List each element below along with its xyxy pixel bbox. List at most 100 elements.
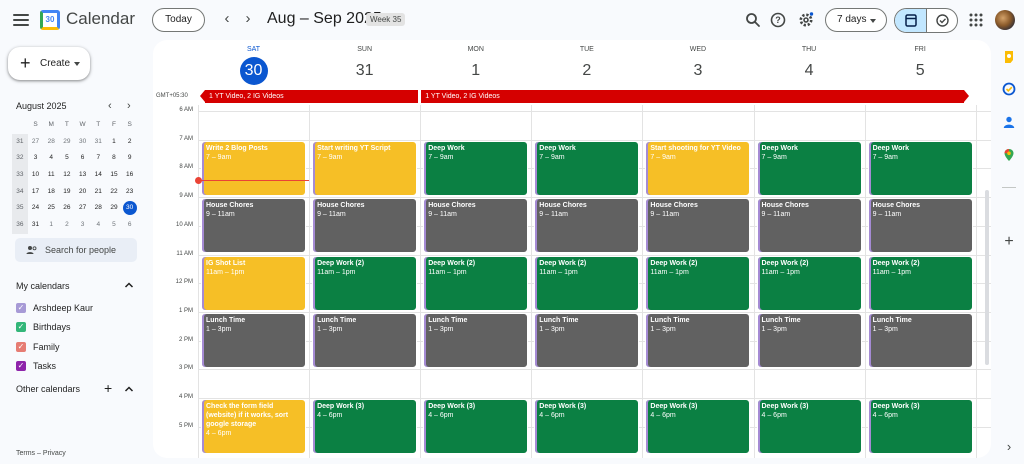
event-block[interactable]: Deep Work 7 – 9am: [534, 140, 640, 197]
calendar-item[interactable]: ✓ Tasks: [16, 360, 56, 372]
event-block[interactable]: Lunch Time 1 – 3pm: [201, 312, 307, 369]
all-day-event[interactable]: 1 YT Video, 2 IG Videos: [421, 90, 969, 103]
event-block[interactable]: Lunch Time 1 – 3pm: [534, 312, 640, 369]
calendar-item[interactable]: ✓ Birthdays: [16, 321, 71, 333]
event-block[interactable]: Lunch Time 1 – 3pm: [756, 312, 862, 369]
mini-calendar-day[interactable]: 25: [43, 200, 59, 217]
event-block[interactable]: House Chores 9 – 11am: [201, 198, 307, 254]
view-selector[interactable]: 7 days: [825, 8, 887, 32]
event-block[interactable]: Check the form field (website) if it wor…: [201, 399, 307, 455]
week-number[interactable]: 35: [12, 200, 28, 218]
event-block[interactable]: Deep Work (3) 4 – 6pm: [756, 399, 862, 455]
mini-calendar-day[interactable]: 14: [90, 167, 106, 184]
week-number[interactable]: 33: [12, 167, 28, 184]
checkbox-checked-icon[interactable]: ✓: [16, 341, 26, 352]
mini-calendar-day[interactable]: 18: [43, 184, 59, 201]
search-icon[interactable]: [743, 10, 763, 30]
scrollbar[interactable]: [985, 190, 989, 365]
day-number[interactable]: 2: [582, 62, 592, 79]
mini-calendar-day[interactable]: 11: [43, 167, 59, 184]
keep-icon[interactable]: [1002, 50, 1016, 64]
today-date-number[interactable]: 30: [239, 57, 268, 85]
mini-calendar-day[interactable]: 9: [122, 150, 138, 167]
mini-calendar-day[interactable]: 1: [43, 217, 59, 234]
add-calendar-icon[interactable]: +: [104, 380, 113, 396]
mini-calendar-day[interactable]: 31: [90, 134, 106, 151]
event-block[interactable]: Deep Work (2) 11am – 1pm: [867, 255, 973, 311]
event-block[interactable]: Deep Work 7 – 9am: [423, 140, 529, 197]
day-header[interactable]: SUN 31: [309, 40, 420, 88]
event-block[interactable]: Start writing YT Script 7 – 9am: [312, 140, 418, 197]
event-block[interactable]: Start shooting for YT Video 7 – 9am: [645, 140, 751, 197]
week-number[interactable]: 32: [12, 150, 28, 168]
add-icon[interactable]: +: [1004, 233, 1014, 250]
event-block[interactable]: Deep Work (2) 11am – 1pm: [312, 255, 418, 311]
event-block[interactable]: Write 2 Blog Posts 7 – 9am: [201, 140, 307, 197]
mini-calendar-day[interactable]: 28: [90, 200, 106, 217]
calendar-item[interactable]: ✓ Family: [16, 341, 60, 353]
mini-calendar-day[interactable]: 4: [90, 217, 106, 234]
mini-calendar-day[interactable]: 19: [59, 184, 75, 201]
event-block[interactable]: Deep Work (2) 11am – 1pm: [423, 255, 529, 311]
event-block[interactable]: House Chores 9 – 11am: [534, 198, 640, 254]
event-block[interactable]: House Chores 9 – 11am: [867, 198, 973, 254]
mini-calendar-day[interactable]: 8: [106, 150, 122, 167]
event-block[interactable]: Lunch Time 1 – 3pm: [645, 312, 751, 369]
calendar-view-button[interactable]: [895, 9, 927, 32]
event-block[interactable]: Deep Work (3) 4 – 6pm: [534, 399, 640, 455]
event-block[interactable]: IG Shot List 11am – 1pm: [201, 255, 307, 311]
event-block[interactable]: Deep Work (3) 4 – 6pm: [867, 399, 973, 455]
time-grid[interactable]: 6 AM 7 AM 8 AM 9 AM 10 AM 11 AM 12 PM 1 PM 2 PM 3…: [153, 105, 991, 458]
event-block[interactable]: Lunch Time 1 – 3pm: [867, 312, 973, 369]
mini-calendar-day[interactable]: 6: [75, 150, 91, 167]
checkbox-checked-icon[interactable]: ✓: [16, 303, 26, 313]
mini-calendar-day[interactable]: 17: [28, 184, 44, 201]
mini-calendar-day[interactable]: 2: [59, 217, 75, 234]
mini-calendar-day[interactable]: 28: [43, 134, 59, 151]
create-button[interactable]: + Create: [8, 47, 90, 80]
chevron-right-icon[interactable]: ›: [1006, 439, 1012, 454]
mini-calendar-day[interactable]: 26: [59, 200, 75, 217]
event-block[interactable]: Deep Work (3) 4 – 6pm: [423, 399, 529, 455]
day-header[interactable]: WED 3: [642, 40, 753, 88]
mini-calendar-day[interactable]: 15: [106, 167, 122, 184]
mini-calendar-day[interactable]: 24: [28, 200, 44, 217]
day-number[interactable]: 4: [804, 62, 814, 79]
mini-calendar-day[interactable]: 27: [75, 200, 91, 217]
event-block[interactable]: House Chores 9 – 11am: [756, 198, 862, 254]
day-header[interactable]: SAT 30: [198, 40, 309, 88]
day-header[interactable]: FRI 5: [865, 40, 976, 88]
my-calendars-title[interactable]: My calendars: [16, 281, 70, 291]
day-number[interactable]: 5: [915, 62, 925, 79]
avatar[interactable]: [995, 10, 1015, 30]
week-number[interactable]: 31: [12, 133, 28, 151]
all-day-event[interactable]: 1 YT Video, 2 IG Videos: [199, 90, 419, 103]
mini-calendar-day[interactable]: 3: [75, 217, 91, 234]
event-block[interactable]: Deep Work (2) 11am – 1pm: [756, 255, 862, 311]
day-number[interactable]: 3: [693, 62, 703, 79]
mini-calendar-day[interactable]: 7: [90, 150, 106, 167]
mini-calendar-day[interactable]: 31: [28, 217, 44, 234]
mini-calendar-day[interactable]: 6: [122, 217, 138, 234]
day-header[interactable]: THU 4: [754, 40, 865, 88]
search-people-input[interactable]: Search for people: [15, 238, 137, 262]
event-block[interactable]: House Chores 9 – 11am: [312, 198, 418, 254]
today-button[interactable]: Today: [152, 8, 205, 32]
settings-icon[interactable]: [796, 10, 816, 30]
chevron-right-icon[interactable]: ›: [127, 100, 131, 112]
mini-calendar-day[interactable]: 1: [106, 134, 122, 151]
help-icon[interactable]: ?: [768, 10, 788, 30]
other-calendars-title[interactable]: Other calendars: [16, 384, 81, 394]
mini-calendar-day[interactable]: 10: [28, 167, 44, 184]
event-block[interactable]: Deep Work (3) 4 – 6pm: [645, 399, 751, 455]
main-menu-icon[interactable]: [12, 11, 30, 29]
mini-calendar-day[interactable]: 21: [90, 184, 106, 201]
chevron-left-icon[interactable]: ‹: [224, 10, 230, 27]
mini-calendar-day[interactable]: 22: [106, 184, 122, 201]
week-number[interactable]: 34: [12, 183, 28, 201]
mini-calendar-day[interactable]: 27: [28, 134, 44, 151]
event-block[interactable]: Deep Work (3) 4 – 6pm: [312, 399, 418, 455]
day-header[interactable]: TUE 2: [531, 40, 642, 88]
chevron-left-icon[interactable]: ‹: [108, 100, 112, 112]
mini-calendar-day[interactable]: 4: [43, 150, 59, 167]
